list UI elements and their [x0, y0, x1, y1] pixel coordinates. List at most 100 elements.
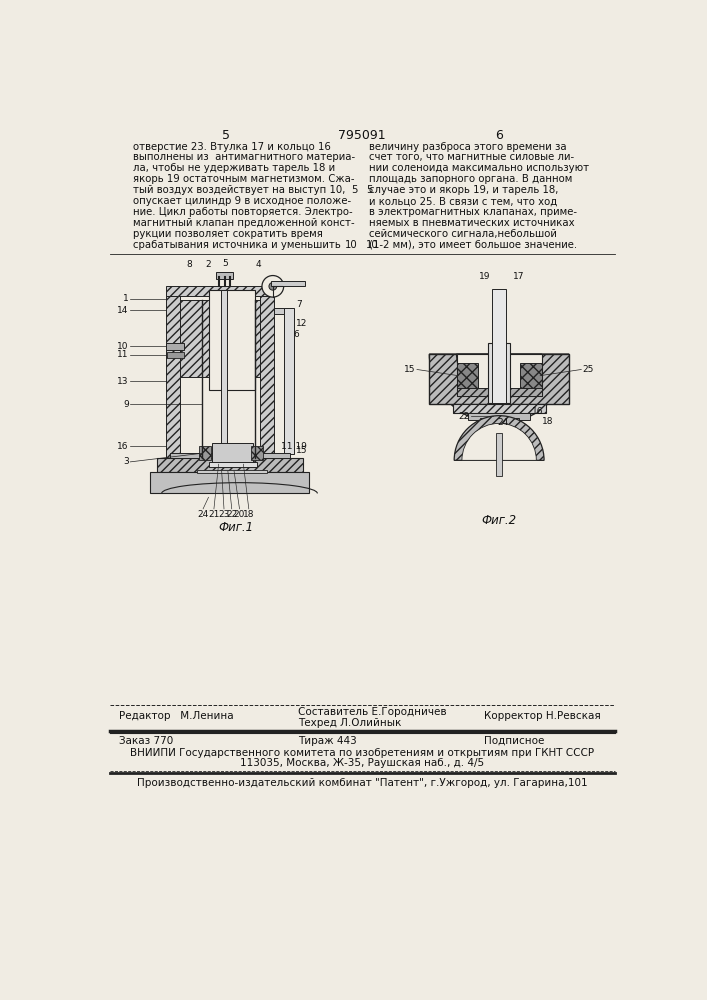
Wedge shape	[462, 423, 537, 460]
Text: 15: 15	[404, 365, 416, 374]
Bar	[520, 363, 542, 388]
Bar	[221, 290, 227, 485]
Text: 795091: 795091	[338, 129, 386, 142]
Text: 18: 18	[542, 417, 554, 426]
Bar	[480, 418, 518, 423]
Bar	[271, 281, 305, 286]
Text: 1: 1	[123, 294, 129, 303]
Bar	[216, 272, 233, 279]
Text: 5: 5	[366, 185, 373, 195]
Text: 24: 24	[197, 510, 209, 519]
Text: 18: 18	[243, 510, 255, 519]
Text: 9: 9	[123, 400, 129, 409]
Text: 15: 15	[296, 446, 308, 455]
Text: 17: 17	[513, 272, 525, 281]
Bar	[151, 472, 309, 493]
Text: Тираж 443: Тираж 443	[298, 736, 356, 746]
Bar	[166, 296, 180, 458]
Text: няемых в пневматических источниках: няемых в пневматических источниках	[369, 218, 575, 228]
Bar	[166, 286, 274, 296]
Text: 8: 8	[186, 260, 192, 269]
Text: 22: 22	[226, 510, 238, 519]
Text: Фиг.1: Фиг.1	[218, 521, 253, 534]
Text: 16: 16	[117, 442, 129, 451]
Bar	[156, 458, 303, 472]
Wedge shape	[454, 416, 544, 460]
Bar	[197, 470, 267, 473]
Text: 13: 13	[117, 377, 129, 386]
Text: 3: 3	[123, 457, 129, 466]
Text: 11: 11	[117, 350, 129, 359]
Text: нии соленоида максимально используют: нии соленоида максимально используют	[369, 163, 589, 173]
Text: сейсмического сигнала,небольшой: сейсмического сигнала,небольшой	[369, 229, 557, 239]
Text: 22: 22	[458, 412, 469, 421]
Bar	[496, 433, 502, 476]
Text: ла, чтобы не удерживать тарель 18 и: ла, чтобы не удерживать тарель 18 и	[134, 163, 335, 173]
Text: отверстие 23. Втулка 17 и кольцо 16: отверстие 23. Втулка 17 и кольцо 16	[134, 142, 331, 152]
Bar	[209, 290, 255, 390]
Text: 25: 25	[583, 365, 594, 374]
Text: ВНИИПИ Государственного комитета по изобретениям и открытиям при ГКНТ СССР: ВНИИПИ Государственного комитета по изоб…	[130, 748, 594, 758]
Text: Фиг.2: Фиг.2	[481, 514, 517, 527]
Text: в электромагнитных клапанах, приме-: в электромагнитных клапанах, приме-	[369, 207, 577, 217]
Text: 23: 23	[218, 510, 230, 519]
Bar	[199, 446, 211, 460]
Text: случае это и якорь 19, и тарель 18,: случае это и якорь 19, и тарель 18,	[369, 185, 559, 195]
Bar	[492, 289, 506, 403]
Text: и кольцо 25. В связи с тем, что ход: и кольцо 25. В связи с тем, что ход	[369, 196, 557, 206]
Text: 10: 10	[345, 240, 358, 250]
Text: 6: 6	[293, 330, 300, 339]
Bar	[274, 308, 284, 314]
Bar	[166, 343, 184, 350]
Text: 11 19: 11 19	[281, 442, 306, 451]
Text: площадь запорного органа. В данном: площадь запорного органа. В данном	[369, 174, 572, 184]
Bar	[212, 443, 253, 466]
Text: (1-2 мм), это имеет большое значение.: (1-2 мм), это имеет большое значение.	[369, 240, 577, 250]
Text: тый воздух воздействует на выступ 10,: тый воздух воздействует на выступ 10,	[134, 185, 346, 195]
Circle shape	[269, 282, 276, 290]
Text: Корректор Н.Ревская: Корректор Н.Ревская	[484, 711, 600, 721]
Bar	[457, 388, 542, 396]
Bar	[260, 296, 274, 458]
Text: магнитный клапан предложенной конст-: магнитный клапан предложенной конст-	[134, 218, 355, 228]
Text: Производственно-издательский комбинат "Патент", г.Ужгород, ул. Гагарина,101: Производственно-издательский комбинат "П…	[136, 778, 588, 788]
Text: счет того, что магнитные силовые ли-: счет того, что магнитные силовые ли-	[369, 152, 574, 162]
Bar	[457, 363, 478, 388]
Bar	[170, 453, 290, 458]
Text: рукции позволяет сократить время: рукции позволяет сократить время	[134, 229, 323, 239]
Wedge shape	[429, 354, 569, 423]
Text: 5: 5	[221, 129, 230, 142]
Text: 5: 5	[351, 185, 358, 195]
Text: Составитель Е.Городничев: Составитель Е.Городничев	[298, 707, 446, 717]
Circle shape	[262, 276, 284, 297]
Text: срабатывания источника и уменьшить: срабатывания источника и уменьшить	[134, 240, 341, 250]
Text: Заказ 770: Заказ 770	[119, 736, 174, 746]
Text: 21: 21	[209, 510, 220, 519]
Bar	[495, 420, 503, 433]
Text: Техред Л.Олийнык: Техред Л.Олийнык	[298, 718, 401, 728]
Text: 20: 20	[234, 510, 245, 519]
Text: 113035, Москва, Ж-35, Раушская наб., д. 4/5: 113035, Москва, Ж-35, Раушская наб., д. …	[240, 758, 484, 768]
Text: 5: 5	[223, 259, 228, 268]
Bar	[251, 446, 263, 460]
Text: 10: 10	[366, 240, 378, 250]
Text: величину разброса этого времени за: величину разброса этого времени за	[369, 142, 566, 152]
Text: Подписное: Подписное	[484, 736, 544, 746]
Bar	[168, 352, 185, 358]
Text: опускает цилиндр 9 в исходное положе-: опускает цилиндр 9 в исходное положе-	[134, 196, 351, 206]
Text: 24: 24	[498, 418, 508, 427]
Bar	[457, 354, 542, 396]
Bar	[489, 343, 510, 403]
Text: ние. Цикл работы повторяется. Электро-: ние. Цикл работы повторяется. Электро-	[134, 207, 353, 217]
Text: 4: 4	[256, 260, 262, 269]
Text: якорь 19 остаточным магнетизмом. Сжа-: якорь 19 остаточным магнетизмом. Сжа-	[134, 174, 355, 184]
Text: 16: 16	[532, 407, 543, 416]
Text: 12: 12	[296, 319, 308, 328]
Text: Редактор   М.Ленина: Редактор М.Ленина	[119, 711, 234, 721]
Bar	[429, 354, 569, 404]
Bar	[284, 308, 293, 454]
Text: 2: 2	[206, 260, 211, 269]
Bar	[180, 300, 260, 377]
Text: выполнены из  антимагнитного материа-: выполнены из антимагнитного материа-	[134, 152, 356, 162]
Bar	[468, 413, 530, 420]
